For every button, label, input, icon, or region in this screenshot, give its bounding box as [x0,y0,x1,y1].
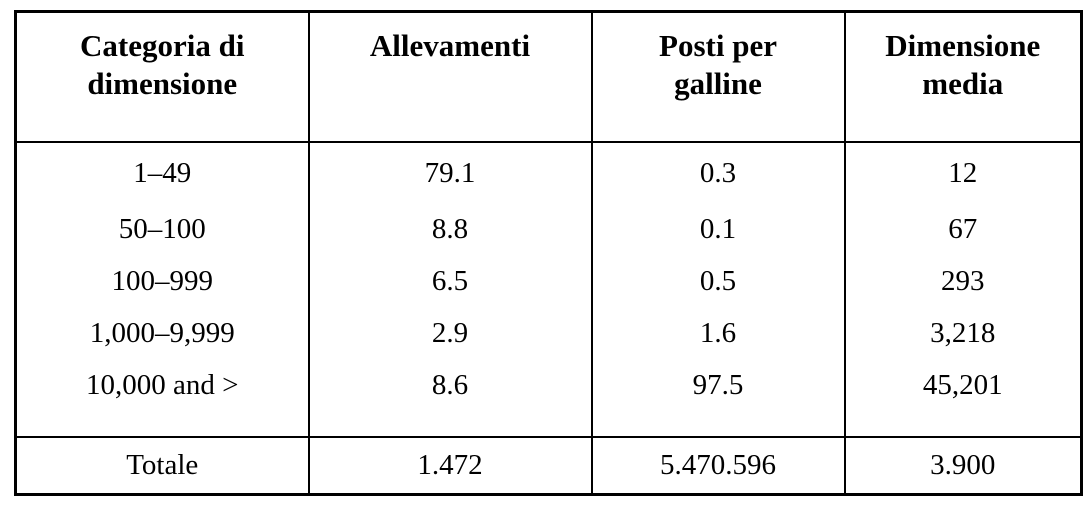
table-row: 1–49 79.1 0.3 12 [16,141,1082,204]
spacer-cell [590,411,845,437]
cell-allevamenti: 8.8 [307,203,592,256]
spacer-cell [843,411,1082,437]
cell-posti-per-galline: 97.5 [590,359,845,412]
cell-dimensione-media: 3,218 [843,307,1082,360]
header-row: Categoria di dimensione Allevamenti Post… [15,11,1082,143]
table-row: 1,000–9,999 2.9 1.6 3,218 [16,307,1082,360]
cell-posti-per-galline: 1.6 [590,307,845,360]
column-header-posti-per-galline: Posti per galline [590,11,845,143]
cell-total-label: Totale [15,435,309,495]
table-container: Categoria di dimensione Allevamenti Post… [14,10,1083,496]
column-header-categoria-di-dimensione: Categoria di dimensione [15,11,309,143]
cell-allevamenti: 2.9 [307,307,592,360]
table-footer: Totale 1.472 5.470.596 3.900 [15,435,1082,495]
cell-total-allevamenti: 1.472 [307,435,592,495]
cell-dimensione-media: 12 [843,141,1082,204]
cell-category: 50–100 [118,213,206,245]
cell-total-dimensione-media: 3.900 [843,435,1082,495]
cell-allevamenti: 79.1 [307,141,592,204]
table-body: 1–49 79.1 0.3 12 50–100 8.8 0.1 67 100–9… [16,141,1082,437]
cell-dimensione-media: 67 [843,203,1082,256]
cell-dimensione-media: 293 [843,255,1082,308]
cell-category: 1–49 [133,156,192,189]
cell-category: 10,000 and > [86,369,239,401]
table-row: 50–100 8.8 0.1 67 [16,203,1082,256]
cell-allevamenti: 6.5 [307,255,592,308]
column-header-allevamenti: Allevamenti [307,11,592,143]
cell-category: 1,000–9,999 [89,317,235,349]
size-category-table: Categoria di dimensione Allevamenti Post… [14,10,1083,496]
table-row: 10,000 and > 8.6 97.5 45,201 [16,359,1082,412]
table-row: 100–999 6.5 0.5 293 [16,255,1082,308]
cell-dimensione-media: 45,201 [843,359,1082,412]
column-header-dimensione-media: Dimensione media [843,11,1082,143]
cell-allevamenti: 8.6 [307,359,592,412]
cell-category: 100–999 [111,265,214,297]
table-header: Categoria di dimensione Allevamenti Post… [15,11,1082,143]
cell-posti-per-galline: 0.3 [590,141,845,204]
spacer-cell [307,411,592,437]
spacer-row [16,411,1082,437]
total-row: Totale 1.472 5.470.596 3.900 [15,435,1082,495]
cell-posti-per-galline: 0.1 [590,203,845,256]
spacer-cell [16,412,309,437]
cell-posti-per-galline: 0.5 [590,255,845,308]
cell-total-posti-per-galline: 5.470.596 [590,435,845,495]
